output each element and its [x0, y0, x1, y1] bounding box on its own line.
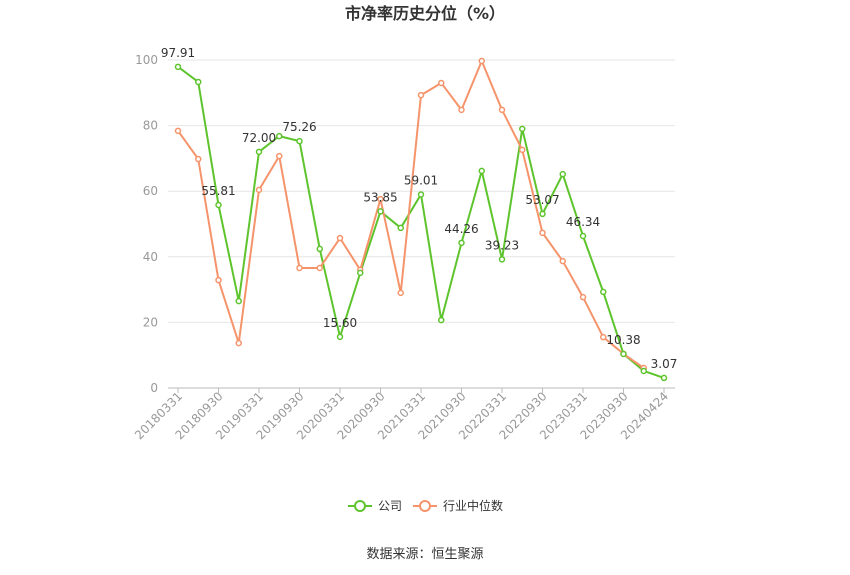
y-axis: 0 20 40 60 80 100 — [135, 53, 158, 395]
point-company — [235, 297, 242, 305]
point-industry-median — [559, 257, 566, 265]
chart-title: 市净率历史分位（%） — [345, 4, 505, 23]
point-company — [195, 78, 202, 86]
point-company — [559, 170, 566, 178]
y-tick-label: 0 — [150, 381, 158, 395]
legend: 公司 行业中位数 — [348, 498, 503, 513]
y-tick-label: 20 — [143, 315, 158, 329]
legend-item-company[interactable]: 公司 — [348, 499, 402, 513]
point-company — [600, 288, 607, 296]
point-industry-median — [519, 146, 526, 154]
data-label-company: 53.85 — [363, 190, 397, 204]
data-label-company: 10.38 — [606, 333, 640, 347]
y-tick-label: 80 — [143, 119, 158, 133]
data-label-company: 59.01 — [404, 173, 438, 187]
point-industry-median — [417, 91, 425, 99]
point-company — [640, 367, 647, 375]
data-label-company: 46.34 — [566, 215, 600, 229]
point-company — [255, 148, 263, 156]
point-company — [579, 232, 587, 240]
point-industry-median — [316, 264, 323, 272]
data-label-company: 75.26 — [282, 120, 316, 134]
point-company — [539, 210, 546, 218]
x-axis: 2018033120180930201903312019093020200331… — [132, 387, 675, 442]
point-industry-median — [539, 229, 546, 237]
data-label-company: 3.07 — [651, 357, 678, 371]
data-labels: 97.91 55.81 72.00 75.26 15.60 53.85 59.01 44.26… — [161, 46, 678, 371]
point-industry-median — [579, 293, 587, 301]
point-company — [498, 256, 506, 263]
point-company — [316, 245, 323, 253]
series-line-industry-median — [177, 59, 645, 369]
point-company — [336, 333, 344, 341]
point-industry-median — [397, 289, 404, 297]
series-points — [174, 57, 668, 382]
point-company — [377, 208, 384, 215]
data-label-company: 72.00 — [242, 131, 276, 145]
point-company — [276, 132, 283, 140]
y-tick-label: 60 — [143, 184, 158, 198]
data-label-company: 55.81 — [201, 184, 235, 198]
point-industry-median — [235, 339, 242, 347]
point-industry-median — [255, 186, 263, 194]
point-industry-median — [336, 234, 344, 242]
point-company — [417, 191, 425, 198]
point-company — [519, 125, 526, 133]
point-company — [458, 239, 465, 247]
data-label-company: 39.23 — [485, 238, 519, 252]
legend-label-industry-median: 行业中位数 — [443, 498, 503, 513]
point-company — [296, 137, 303, 145]
data-label-company: 15.60 — [323, 316, 357, 330]
point-company — [357, 269, 364, 277]
point-company — [397, 224, 404, 232]
legend-label-company: 公司 — [378, 499, 402, 513]
data-label-company: 53.07 — [525, 193, 559, 207]
point-industry-median — [458, 106, 465, 114]
y-tick-label: 40 — [143, 250, 158, 264]
point-company — [438, 316, 445, 324]
data-label-company: 44.26 — [444, 222, 478, 236]
point-industry-median — [174, 127, 182, 135]
y-tick-label: 100 — [135, 53, 158, 67]
point-industry-median — [438, 79, 445, 87]
data-source: 数据来源：恒生聚源 — [366, 547, 483, 562]
point-industry-median — [600, 333, 607, 341]
point-company — [215, 201, 222, 209]
point-industry-median — [276, 152, 283, 160]
legend-item-industry-median[interactable]: 行业中位数 — [413, 498, 503, 513]
point-industry-median — [498, 106, 506, 114]
point-industry-median — [478, 57, 485, 65]
point-industry-median — [377, 195, 384, 203]
point-company — [660, 374, 668, 382]
point-company — [478, 167, 485, 175]
legend-circle-industry-icon — [419, 500, 431, 512]
point-company — [620, 350, 627, 358]
data-label-company: 97.91 — [161, 46, 195, 60]
point-industry-median — [195, 155, 202, 163]
point-industry-median — [296, 264, 303, 272]
point-company — [174, 63, 182, 71]
legend-circle-company-icon — [354, 500, 366, 512]
point-industry-median — [215, 276, 222, 284]
